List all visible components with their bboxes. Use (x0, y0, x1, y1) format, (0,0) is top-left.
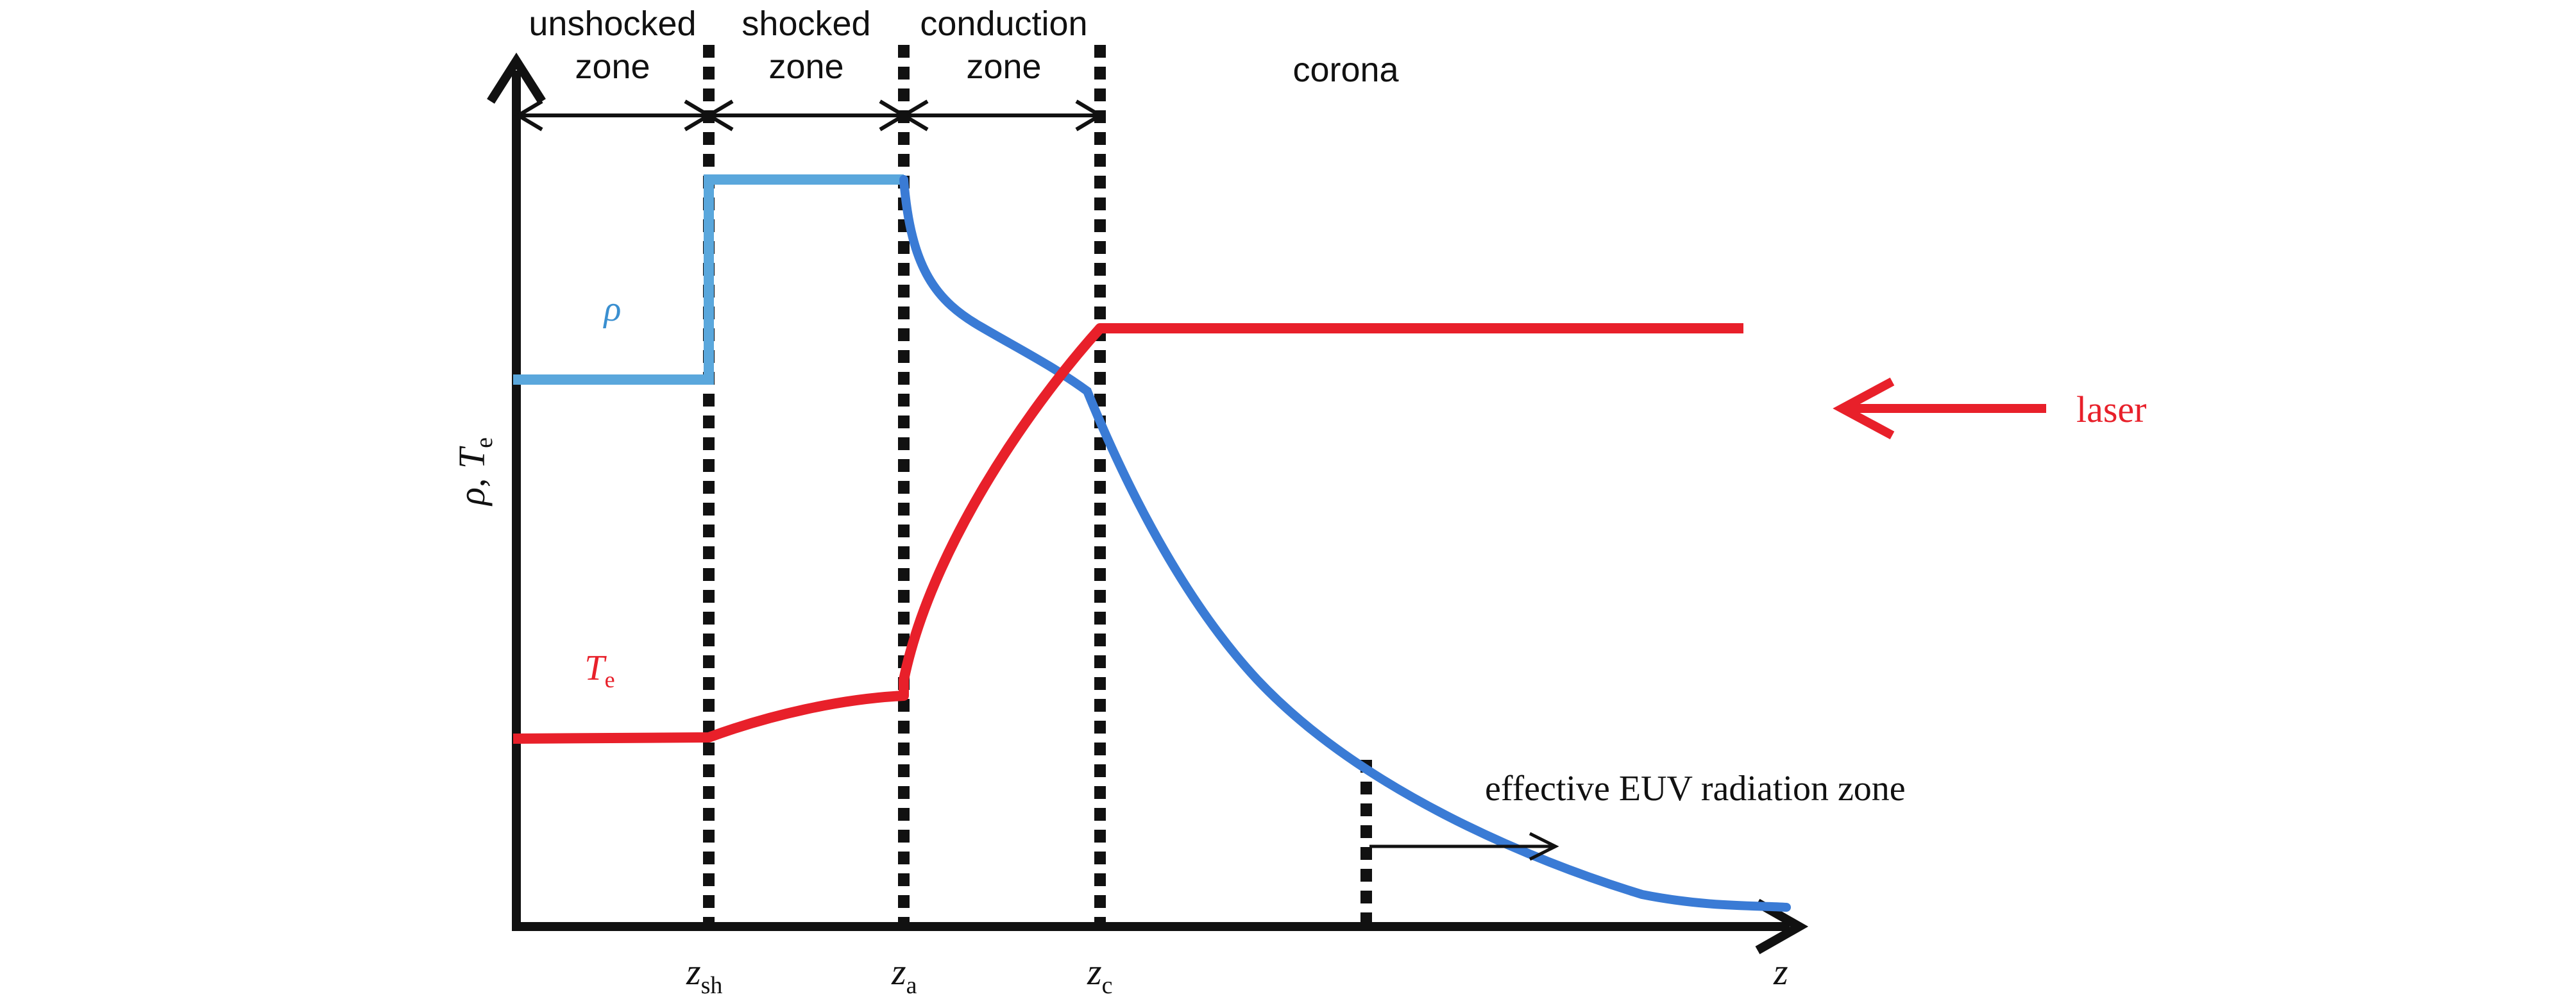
te-label-T: T (584, 648, 607, 688)
span-arrowhead-left (514, 99, 543, 131)
y-axis-label: ρ, Te (451, 437, 498, 507)
te-label: Te (584, 648, 614, 693)
y-label-rho: ρ (451, 487, 493, 507)
laser-arrow (1833, 377, 2046, 440)
rho-curve (513, 174, 1791, 912)
svg-text:ρ, Te: ρ, Te (451, 437, 498, 507)
zone-span-arrows (514, 99, 1104, 131)
tick-za: za (891, 951, 917, 999)
euv-zone-label: effective EUV radiation zone (1485, 769, 1906, 809)
axes (487, 52, 1809, 955)
tick-zsh: zsh (686, 951, 722, 999)
x-tick-labels: zsh za zc z (686, 951, 1788, 999)
rho-flat-segment (513, 174, 904, 385)
zone-boundaries (703, 45, 1372, 923)
x-axis-label: z (1773, 951, 1788, 993)
rho-decay-segment (899, 175, 1791, 912)
label-conduction-line2: zone (966, 47, 1041, 86)
y-axis-arrowhead (487, 52, 546, 104)
label-shocked-line2: zone (768, 47, 843, 86)
label-unshocked-line1: unshocked (529, 4, 696, 43)
euv-arrow (1369, 832, 1559, 861)
y-label-T-sub: e (471, 437, 498, 448)
rho-label: ρ (603, 289, 622, 329)
laser-label: laser (2076, 389, 2147, 430)
laser-arrowhead (1833, 377, 1895, 440)
y-label-T: T (451, 446, 493, 469)
te-curve (513, 323, 1743, 744)
y-label-sep: , (451, 469, 493, 487)
label-shocked-line1: shocked (741, 4, 870, 43)
tick-zc: zc (1087, 951, 1112, 999)
te-label-sub: e (605, 667, 615, 693)
label-unshocked-line2: zone (575, 47, 650, 86)
label-corona: corona (1292, 51, 1399, 89)
label-conduction-line1: conduction (920, 4, 1087, 43)
zone-labels: unshocked zone shocked zone conduction z… (529, 4, 1399, 89)
te-path (513, 323, 1743, 744)
